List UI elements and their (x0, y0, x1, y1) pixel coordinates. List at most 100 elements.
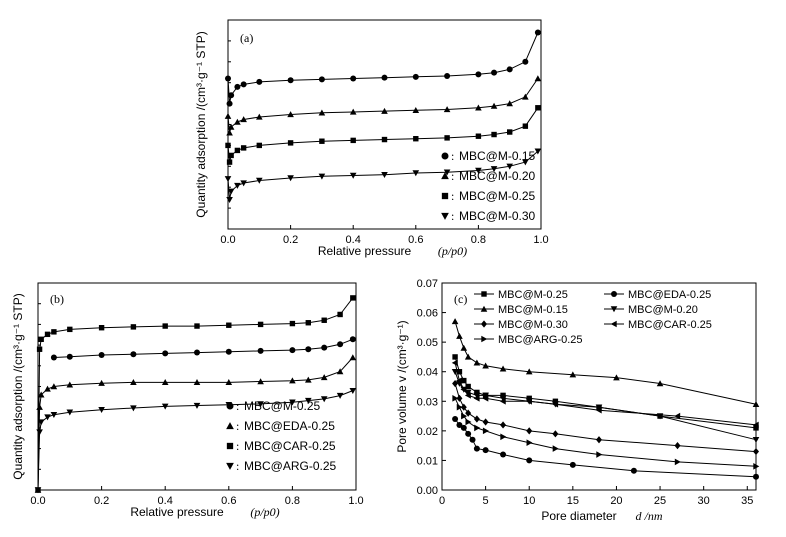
data-point (349, 108, 357, 115)
data-point (500, 451, 507, 458)
series-line-MBC@M-0.30 (454, 383, 757, 453)
legend-entry: MBC@M-0.25 (498, 289, 568, 301)
data-point (595, 404, 603, 411)
data-point (456, 394, 463, 402)
legend-entry: MBC@ARG-0.25 (498, 334, 583, 346)
data-point (194, 349, 200, 356)
y-axis-label: Quantity adsorption /(cm³·g⁻¹ STP) (194, 31, 208, 217)
data-point (674, 442, 681, 450)
data-point (461, 412, 468, 420)
data-point (257, 347, 264, 354)
x-axis-label: Pore diameter (541, 509, 616, 523)
legend-marker (610, 306, 618, 313)
data-point (499, 365, 507, 372)
data-point (227, 188, 235, 195)
data-point (475, 71, 482, 78)
data-point (321, 317, 327, 323)
x-tick-label: 1.0 (533, 234, 548, 246)
data-point (50, 383, 58, 390)
data-point (461, 377, 467, 384)
data-point (193, 379, 201, 386)
data-point (500, 392, 506, 399)
data-point (412, 170, 420, 177)
data-point (130, 324, 137, 330)
data-point (240, 180, 247, 187)
legend-marker (441, 212, 449, 220)
legend-entry: MBC@EDA-0.25 (244, 419, 335, 433)
legend-marker (226, 462, 234, 470)
data-point (289, 377, 296, 384)
data-point (596, 451, 603, 458)
data-point (98, 325, 105, 331)
data-point (630, 467, 637, 474)
data-point (319, 138, 325, 144)
data-point (500, 433, 507, 441)
data-point (552, 430, 559, 438)
data-point (522, 159, 529, 166)
legend-entry: MBC@M-0.20 (459, 169, 536, 183)
data-point (318, 173, 326, 180)
data-point (66, 353, 73, 360)
data-point (452, 379, 459, 388)
data-point (305, 346, 312, 353)
data-point (381, 171, 388, 178)
data-point (569, 461, 576, 468)
data-point (337, 341, 344, 348)
series-line-MBC@M-0.25 (454, 356, 757, 429)
legend-marker (441, 192, 449, 200)
data-point (465, 383, 471, 390)
panel-label: (a) (240, 31, 253, 45)
data-point (44, 414, 51, 421)
legend-colon: : (451, 209, 454, 223)
data-point (228, 152, 234, 159)
data-point (752, 421, 759, 429)
legend-colon: : (236, 439, 239, 453)
data-point (444, 135, 450, 141)
data-point (526, 395, 532, 402)
data-point (36, 429, 43, 436)
data-point (98, 406, 105, 413)
data-point (37, 419, 45, 426)
data-point (451, 318, 459, 325)
x-tick-label: 0.6 (408, 234, 423, 246)
data-point (456, 332, 463, 339)
legend-entry: MBC@M-0.25 (244, 399, 321, 413)
data-point (460, 403, 467, 411)
data-point (482, 447, 489, 454)
data-point (569, 371, 577, 378)
data-point (464, 389, 472, 396)
legend-colon: : (451, 149, 454, 163)
legend-entry: MBC@M-0.30 (498, 319, 568, 331)
x-axis-unit: (p/p0) (250, 505, 279, 519)
legend-entry: MBC@ARG-0.25 (244, 459, 337, 473)
data-point (256, 142, 262, 149)
data-point (225, 348, 232, 355)
data-point (444, 73, 451, 80)
legend-entry: MBC@M-0.30 (459, 209, 536, 223)
data-point (456, 403, 463, 411)
data-point (130, 351, 137, 358)
legend-entry: MBC@M-0.25 (459, 189, 536, 203)
data-point (224, 112, 232, 119)
data-point (161, 403, 169, 410)
data-point (226, 100, 233, 107)
data-point (336, 368, 344, 375)
data-point (234, 182, 241, 189)
data-point (289, 399, 296, 406)
data-point (499, 395, 507, 402)
data-point (475, 104, 482, 111)
data-point (473, 359, 481, 366)
data-point (474, 389, 480, 396)
series-line-MBC@CAR-0.25 (454, 362, 757, 426)
data-point (613, 374, 620, 381)
data-point (412, 73, 419, 80)
data-point (595, 406, 602, 414)
data-point (256, 113, 263, 120)
data-point (305, 397, 312, 404)
data-point (234, 83, 241, 90)
x-axis-unit: (p/p0) (438, 244, 467, 258)
data-point (506, 100, 513, 107)
data-point (526, 457, 533, 464)
data-point (522, 123, 529, 129)
series-line-MBC@M-0.20 (227, 78, 539, 134)
